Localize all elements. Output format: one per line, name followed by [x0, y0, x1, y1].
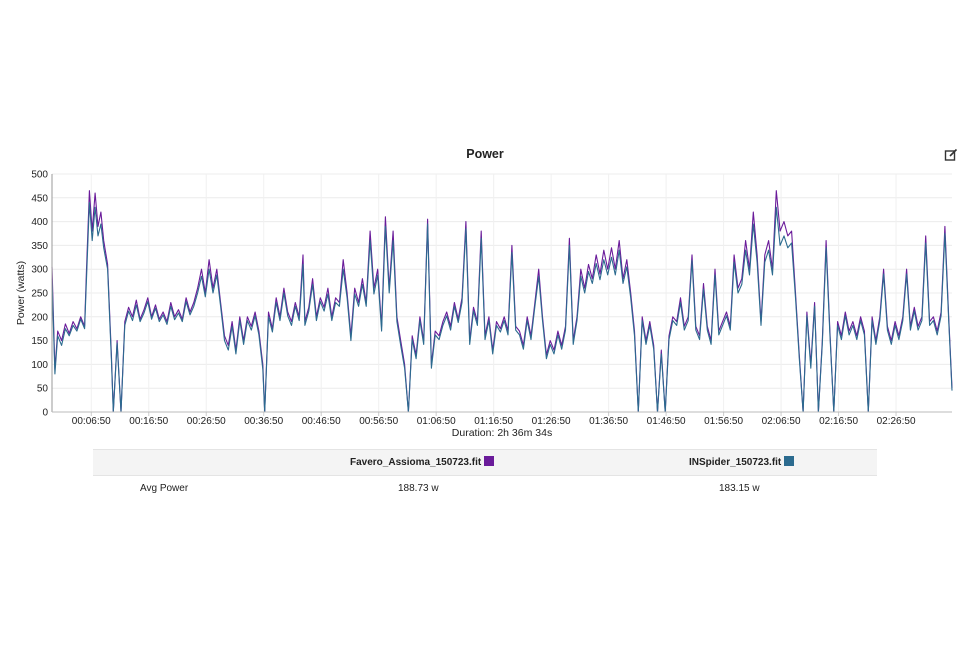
y-tick-label: 50	[37, 384, 49, 395]
series-line-1	[51, 202, 953, 413]
y-tick-label: 150	[31, 336, 48, 347]
chart-axes: 0 50 100 150 200 250 300 350 400 450 500 00:06:50 00…	[15, 170, 952, 439]
x-tick-label: 00:36:50	[244, 416, 283, 427]
x-tick-label: 00:06:50	[72, 416, 111, 427]
edit-icon[interactable]	[944, 148, 958, 162]
summary-header-favero: Favero_Assioma_150723.fit	[350, 450, 495, 475]
x-tick-label: 01:36:50	[589, 416, 628, 427]
x-tick-label: 02:26:50	[877, 416, 916, 427]
x-tick-label: 01:26:50	[532, 416, 571, 427]
avg-power-favero: 188.73 w	[398, 483, 439, 494]
x-tick-label: 00:56:50	[359, 416, 398, 427]
summary-header: Favero_Assioma_150723.fit INSpider_15072…	[93, 449, 877, 476]
power-chart: 0 50 100 150 200 250 300 350 400 450 500 00:06:50 00…	[15, 170, 953, 439]
plot-area	[51, 190, 953, 413]
x-tick-label: 00:26:50	[187, 416, 226, 427]
avg-power-label: Avg Power	[140, 483, 189, 494]
x-tick-label: 01:46:50	[647, 416, 686, 427]
y-tick-label: 250	[31, 289, 48, 300]
summary-header-label: INSpider_150723.fit	[689, 457, 782, 468]
y-axis-title: Power (watts)	[15, 261, 27, 325]
x-tick-label: 00:46:50	[302, 416, 341, 427]
x-tick-label: 01:16:50	[474, 416, 513, 427]
y-tick-label: 500	[31, 170, 48, 181]
y-tick-label: 400	[31, 217, 48, 228]
summary-table: Favero_Assioma_150723.fit INSpider_15072…	[93, 449, 877, 502]
y-tick-label: 450	[31, 193, 48, 204]
x-tick-label: 01:06:50	[417, 416, 456, 427]
y-tick-label: 350	[31, 241, 48, 252]
y-tick-label: 200	[31, 312, 48, 323]
inspider-swatch-icon	[784, 456, 795, 466]
summary-header-label: Favero_Assioma_150723.fit	[350, 457, 482, 468]
summary-row: Avg Power 188.73 w 183.15 w	[93, 476, 877, 502]
x-tick-label: 00:16:50	[129, 416, 168, 427]
x-axis-title: Duration: 2h 36m 34s	[452, 427, 552, 439]
favero-swatch-icon	[484, 456, 495, 466]
summary-header-inspider: INSpider_150723.fit	[689, 450, 795, 475]
y-tick-label: 0	[42, 408, 48, 419]
x-tick-label: 02:16:50	[819, 416, 858, 427]
x-tick-label: 02:06:50	[762, 416, 801, 427]
avg-power-inspider: 183.15 w	[719, 483, 760, 494]
x-tick-label: 01:56:50	[704, 416, 743, 427]
chart-title: Power	[466, 147, 504, 161]
y-tick-label: 100	[31, 360, 48, 371]
y-tick-label: 300	[31, 265, 48, 276]
